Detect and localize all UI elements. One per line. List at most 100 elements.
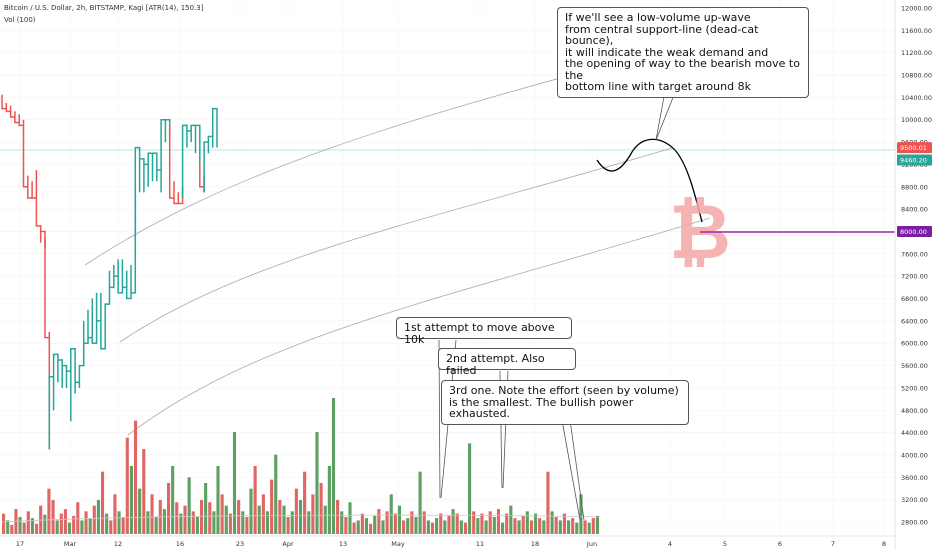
y-tick-label: 7600.00 — [901, 250, 928, 258]
kagi-segment — [44, 237, 51, 450]
volume-bar — [121, 517, 125, 534]
volume-bar — [488, 511, 492, 534]
x-tick-label: 4 — [668, 540, 672, 548]
volume-bar — [418, 471, 422, 534]
volume-bar — [538, 518, 542, 534]
volume-bar — [336, 500, 340, 534]
volume-bar — [105, 513, 109, 534]
volume-bar — [146, 511, 150, 534]
volume-bar — [443, 520, 447, 534]
annotation-line: is the smallest. The bullish power exhau… — [449, 395, 634, 421]
y-tick-label: 8800.00 — [901, 183, 928, 191]
volume-bar — [307, 511, 311, 534]
volume-bar — [18, 517, 22, 534]
volume-bars — [1, 398, 601, 534]
x-tick-label: 13 — [339, 540, 347, 548]
y-tick-label: 3600.00 — [901, 474, 928, 482]
volume-bar — [410, 511, 414, 534]
volume-bar — [575, 522, 579, 534]
volume-bar — [426, 520, 430, 534]
y-tick-label: 4000.00 — [901, 451, 928, 459]
volume-bar — [6, 520, 10, 534]
volume-bar — [88, 518, 92, 534]
volume-bar — [265, 511, 270, 534]
volume-bar — [542, 520, 546, 534]
kagi-segment — [134, 118, 171, 238]
x-tick-label: 16 — [176, 540, 184, 548]
volume-bar — [162, 509, 166, 534]
volume-bar — [133, 420, 138, 534]
volume-bar — [191, 511, 195, 534]
y-tick-label: 5600.00 — [901, 362, 928, 370]
volume-bar — [241, 511, 245, 534]
volume-bar — [315, 432, 319, 534]
volume-bar — [525, 511, 529, 534]
volume-bar — [562, 513, 567, 534]
volume-bar — [571, 518, 575, 534]
volume-bar — [513, 518, 517, 534]
volume-bar — [397, 505, 402, 534]
volume-bar — [76, 502, 80, 534]
volume-bar — [30, 518, 34, 534]
volume-bar — [216, 466, 220, 534]
volume-bar — [10, 524, 14, 534]
volume-bar — [220, 494, 224, 534]
volume-bar — [187, 477, 191, 534]
volume-bar — [171, 466, 175, 534]
volume-bar — [278, 500, 282, 534]
volume-bar — [100, 471, 105, 534]
y-tick-label: 12000.00 — [901, 5, 932, 13]
volume-bar — [517, 520, 521, 534]
volume-bar — [381, 520, 385, 534]
volume-bar — [476, 518, 480, 534]
volume-bar — [212, 511, 216, 534]
volume-bar — [261, 494, 265, 534]
volume-bar — [430, 522, 435, 534]
forecast-path — [596, 138, 703, 223]
current-price-label-bg — [897, 142, 932, 154]
volume-bar — [492, 517, 496, 534]
kagi-lines — [1, 94, 218, 450]
volume-bar — [183, 505, 187, 534]
price-labels: 9500.01 9460.20 8000.00 — [897, 142, 932, 237]
volume-bar — [402, 520, 406, 534]
annotation-line: bottom line with target around 8k — [565, 80, 751, 94]
kagi-segment — [48, 192, 137, 450]
volume-bar — [298, 500, 303, 534]
annotation-first-attempt: 1st attempt to move above 10k — [396, 317, 572, 345]
volume-bar — [117, 511, 121, 534]
volume-bar — [96, 500, 100, 534]
volume-bar — [484, 520, 488, 534]
x-tick-label: 17 — [16, 540, 24, 548]
annotation-line: the opening of way to the bearish move t… — [565, 57, 800, 82]
y-tick-label: 6000.00 — [901, 340, 928, 348]
volume-bar — [257, 505, 261, 534]
volume-bar — [422, 511, 426, 534]
volume-bar — [22, 522, 26, 534]
volume-bar — [286, 517, 290, 534]
volume-indicator-label: Vol (100) — [4, 16, 36, 24]
volume-bar — [414, 517, 418, 534]
volume-bar — [245, 517, 249, 534]
volume-bar — [228, 513, 232, 534]
volume-bar — [290, 511, 294, 534]
annotation-line: If we'll see a low-volume up-wave — [565, 11, 751, 24]
volume-bar — [529, 520, 534, 534]
volume-bar — [344, 517, 348, 534]
volume-bar — [80, 520, 84, 534]
x-tick-label: 18 — [531, 540, 539, 548]
volume-bar — [435, 518, 439, 534]
volume-bar — [472, 511, 476, 534]
annotation-line: 3rd one. Note the effort (seen by volume… — [449, 384, 679, 397]
y-tick-label: 6800.00 — [901, 295, 928, 303]
volume-bar — [455, 513, 459, 534]
annotation-main: If we'll see a low-volume up-wave from c… — [557, 7, 809, 98]
volume-bar — [150, 494, 154, 534]
volume-bar — [199, 500, 204, 534]
volume-bar — [154, 517, 158, 534]
kagi-segment — [22, 136, 46, 249]
volume-bar — [459, 520, 463, 534]
volume-bar — [323, 505, 327, 534]
x-tick-label: Apr — [282, 540, 294, 548]
price-axis: 2800.00 3200.00 3600.00 4000.00 4400.00 4800.… — [894, 0, 932, 550]
